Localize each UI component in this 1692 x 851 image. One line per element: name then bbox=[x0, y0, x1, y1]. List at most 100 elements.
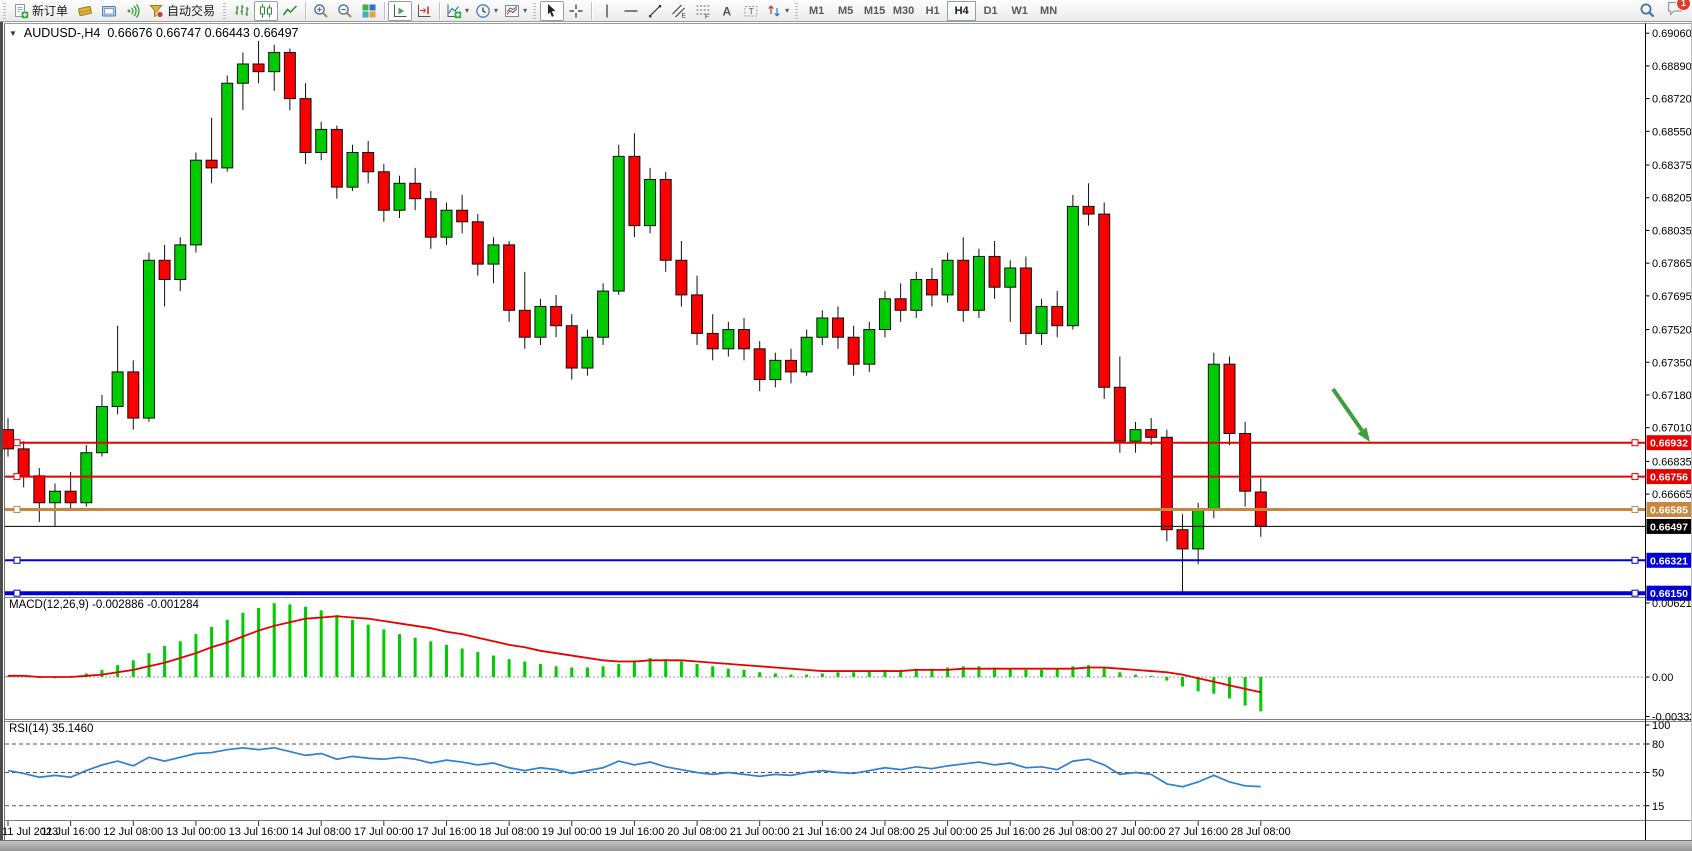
market-panel-button[interactable] bbox=[73, 1, 97, 21]
search-icon[interactable] bbox=[1639, 2, 1656, 19]
timeframe-button-d1[interactable]: D1 bbox=[983, 4, 998, 17]
price-line-anchor[interactable] bbox=[13, 473, 21, 481]
autotrading-button[interactable]: 自动交易 bbox=[145, 1, 220, 21]
rsi-axis-label: 80 bbox=[1652, 739, 1664, 751]
rsi-indicator-label: RSI(14) 35.1460 bbox=[9, 723, 94, 735]
trend-arrow-shaft[interactable] bbox=[1331, 387, 1364, 432]
timeframe-button-h4[interactable]: H4 bbox=[947, 0, 977, 21]
svg-text:F: F bbox=[705, 13, 709, 19]
timeframe-button-h1[interactable]: H1 bbox=[925, 4, 940, 17]
price-line-anchor[interactable] bbox=[1631, 439, 1639, 447]
tile-windows-button[interactable] bbox=[357, 1, 381, 21]
cursor-tool-button[interactable] bbox=[540, 0, 565, 21]
timeframe-button-m30[interactable]: M30 bbox=[892, 4, 915, 17]
text-tool-button[interactable]: A bbox=[715, 1, 739, 21]
candlestick bbox=[2, 429, 14, 450]
label-tool-button[interactable]: T bbox=[739, 1, 763, 21]
candlestick bbox=[221, 82, 234, 169]
toolbar-separator bbox=[305, 1, 307, 20]
date-axis-label: 27 Jul 16:00 bbox=[1168, 826, 1228, 838]
candlestick bbox=[1113, 386, 1126, 442]
templates-button[interactable]: ▾ bbox=[501, 1, 530, 21]
price-tag-label: 0.66756 bbox=[1650, 472, 1688, 484]
timeframe-button-m5[interactable]: M5 bbox=[837, 4, 854, 17]
navigator-button[interactable] bbox=[97, 1, 121, 21]
candlestick bbox=[675, 259, 688, 296]
candlestick bbox=[1066, 205, 1079, 327]
zoom-out-button[interactable] bbox=[333, 1, 357, 21]
price-line-anchor[interactable] bbox=[13, 505, 21, 513]
candlestick bbox=[95, 406, 108, 454]
candlestick bbox=[644, 178, 657, 227]
price-axis-label: 0.69060 bbox=[1652, 28, 1692, 40]
price-axis-label: 0.67350 bbox=[1652, 357, 1692, 369]
toolbar-grip bbox=[222, 2, 228, 19]
candlestick bbox=[925, 279, 938, 296]
bar-chart-mode-button[interactable] bbox=[230, 1, 254, 21]
fibonacci-tool-button[interactable]: F bbox=[691, 1, 715, 21]
timeframe-button-m1[interactable]: M1 bbox=[808, 4, 825, 17]
periods-button[interactable]: ▾ bbox=[472, 1, 501, 21]
candlestick bbox=[487, 244, 500, 265]
zoom-in-button[interactable] bbox=[309, 1, 333, 21]
price-line-anchor[interactable] bbox=[13, 439, 21, 447]
chart-shift-button[interactable] bbox=[412, 1, 436, 21]
chart-symbol-period: AUDUSD-,H4 bbox=[23, 26, 101, 40]
candlestick bbox=[236, 63, 249, 84]
line-chart-mode-button[interactable] bbox=[278, 1, 302, 21]
candlestick bbox=[158, 259, 171, 281]
price-line-anchor[interactable] bbox=[13, 556, 21, 564]
arrows-dropdown-icon: ▾ bbox=[785, 5, 790, 15]
vertical-line-tool-button[interactable] bbox=[595, 1, 619, 21]
date-axis-label: 13 Jul 16:00 bbox=[229, 826, 289, 838]
trend-arrow-head[interactable] bbox=[1357, 427, 1370, 442]
arrows-tool-button[interactable]: ▾ bbox=[763, 1, 792, 21]
candlestick bbox=[174, 244, 187, 281]
candlestick bbox=[111, 371, 124, 408]
candlestick bbox=[769, 359, 782, 381]
signals-button[interactable] bbox=[121, 1, 145, 21]
toolbar-separator bbox=[384, 1, 386, 20]
toolbar-separator bbox=[439, 1, 441, 20]
price-tag bbox=[1646, 435, 1692, 451]
macd-indicator-label: MACD(12,26,9) -0.002886 -0.001284 bbox=[9, 599, 199, 611]
price-line-anchor[interactable] bbox=[1631, 556, 1639, 564]
price-line-anchor[interactable] bbox=[1631, 473, 1639, 481]
indicators-button[interactable]: ▾ bbox=[443, 1, 472, 21]
candlestick bbox=[894, 298, 907, 311]
candlestick-mode-button[interactable] bbox=[254, 0, 279, 21]
candlestick bbox=[1004, 267, 1017, 288]
equidistant-channel-icon: E bbox=[672, 4, 687, 19]
trendline-tool-button[interactable] bbox=[643, 1, 667, 21]
timeframe-button-mn[interactable]: MN bbox=[1040, 4, 1058, 17]
svg-text:E: E bbox=[682, 12, 687, 19]
price-line-anchor[interactable] bbox=[1631, 505, 1639, 513]
channel-tool-button[interactable]: E bbox=[667, 1, 691, 21]
price-line-anchor[interactable] bbox=[13, 589, 21, 597]
crosshair-tool-button[interactable] bbox=[564, 1, 588, 21]
candlestick bbox=[534, 305, 547, 338]
chart-ohlc-values: 0.66676 0.66747 0.66443 0.66497 bbox=[107, 26, 299, 40]
candlestick bbox=[424, 198, 437, 238]
price-line-anchor[interactable] bbox=[1631, 589, 1639, 597]
template-icon bbox=[505, 4, 520, 17]
price-axis-label: 0.66835 bbox=[1652, 456, 1692, 468]
date-axis-label: 26 Jul 08:00 bbox=[1043, 826, 1103, 838]
macd-axis-label: 0.00 bbox=[1652, 672, 1673, 684]
timeframe-button-m15[interactable]: M15 bbox=[863, 4, 886, 17]
auto-scroll-button[interactable] bbox=[388, 0, 413, 21]
date-axis-label: 11 Jul 16:00 bbox=[41, 826, 100, 838]
toolbar-right: 1 bbox=[1639, 0, 1692, 22]
new-order-button[interactable]: 新订单 bbox=[10, 1, 73, 21]
timeframe-button-w1[interactable]: W1 bbox=[1011, 4, 1028, 17]
candlestick bbox=[142, 259, 155, 419]
notifications-button[interactable]: 1 bbox=[1666, 0, 1691, 22]
horizontal-line-tool-button[interactable] bbox=[619, 1, 643, 21]
price-tag bbox=[1646, 585, 1692, 601]
candlestick bbox=[362, 152, 375, 173]
candlestick bbox=[581, 336, 594, 369]
chart-dropdown-icon[interactable]: ▼ bbox=[9, 28, 17, 38]
price-tag-label: 0.66150 bbox=[1650, 588, 1688, 600]
zoom-in-icon bbox=[314, 3, 328, 18]
